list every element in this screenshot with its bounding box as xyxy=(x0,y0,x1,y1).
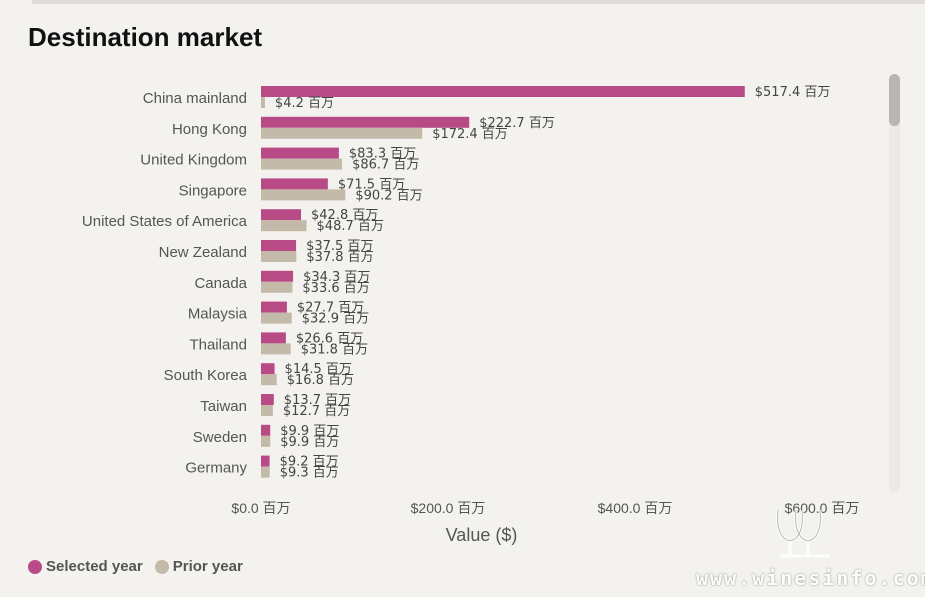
x-axis-title: Value ($) xyxy=(446,525,518,545)
x-tick-label: $0.0 百万 xyxy=(231,500,290,516)
bar-prior-year[interactable] xyxy=(261,97,265,108)
bar-selected-year[interactable] xyxy=(261,363,275,375)
data-label: $172.4 百万 xyxy=(432,127,508,142)
data-label: $33.6 百万 xyxy=(302,281,369,296)
category-label: United States of America xyxy=(82,213,248,230)
bar-selected-year[interactable] xyxy=(261,240,297,251)
data-label: $27.7 百万 xyxy=(297,301,364,316)
category-label: Malaysia xyxy=(188,306,248,323)
bar-selected-year[interactable] xyxy=(261,147,339,159)
data-label: $13.7 百万 xyxy=(284,393,351,408)
bar-selected-year[interactable] xyxy=(261,301,287,313)
data-label: $32.9 百万 xyxy=(302,312,369,327)
bar-prior-year[interactable] xyxy=(261,435,271,447)
bar-prior-year[interactable] xyxy=(261,220,307,232)
bar-selected-year[interactable] xyxy=(261,209,302,221)
data-label: $48.7 百万 xyxy=(317,219,384,234)
data-label: $222.7 百万 xyxy=(479,116,555,131)
data-label: $26.6 百万 xyxy=(296,331,363,346)
bar-prior-year[interactable] xyxy=(261,158,343,170)
data-label: $37.8 百万 xyxy=(306,250,373,265)
category-label: Sweden xyxy=(193,429,247,446)
category-label: Germany xyxy=(185,460,247,477)
data-label: $517.4 百万 xyxy=(755,85,831,100)
data-label: $12.7 百万 xyxy=(283,404,350,419)
x-tick-label: $400.0 百万 xyxy=(598,500,673,516)
category-label: China mainland xyxy=(143,90,247,107)
bar-selected-year[interactable] xyxy=(261,116,470,128)
bar-selected-year[interactable] xyxy=(261,394,274,405)
bar-prior-year[interactable] xyxy=(261,281,293,293)
legend-dot-selected xyxy=(28,559,42,574)
data-label: $4.2 百万 xyxy=(275,96,334,111)
legend-dot-prior xyxy=(154,559,169,574)
wine-glass-logo xyxy=(776,509,830,558)
legend-item-selected[interactable]: Selected year xyxy=(28,558,143,575)
bar-selected-year[interactable] xyxy=(261,332,286,344)
bar-prior-year[interactable] xyxy=(261,405,273,416)
x-tick-label: $200.0 百万 xyxy=(411,500,486,516)
bar-prior-year[interactable] xyxy=(261,312,292,324)
data-label: $9.9 百万 xyxy=(280,424,339,439)
bar-prior-year[interactable] xyxy=(261,251,297,262)
bar-selected-year[interactable] xyxy=(261,178,328,190)
data-label: $71.5 百万 xyxy=(338,177,405,192)
bar-prior-year[interactable] xyxy=(261,466,270,478)
chart-title: Destination market xyxy=(28,22,263,52)
scrollbar-thumb[interactable] xyxy=(889,74,900,126)
category-label: South Korea xyxy=(164,367,248,384)
legend: Selected year Prior year xyxy=(28,558,249,575)
scrollbar-track[interactable] xyxy=(889,74,900,492)
legend-label-selected: Selected year xyxy=(46,558,143,575)
data-label: $16.8 百万 xyxy=(287,373,354,388)
data-label: $9.2 百万 xyxy=(280,455,339,470)
legend-label-prior: Prior year xyxy=(172,558,243,575)
data-label: $31.8 百万 xyxy=(301,342,368,357)
bar-prior-year[interactable] xyxy=(261,374,277,386)
bar-prior-year[interactable] xyxy=(261,127,423,139)
top-divider xyxy=(32,0,925,4)
watermark-text: www.winesinfo.com xyxy=(696,566,925,590)
data-label: $42.8 百万 xyxy=(311,208,378,223)
bar-prior-year[interactable] xyxy=(261,189,346,201)
bar-selected-year[interactable] xyxy=(261,424,271,436)
data-label: $14.5 百万 xyxy=(285,362,352,377)
data-label: $83.3 百万 xyxy=(349,147,416,162)
category-label: Taiwan xyxy=(200,398,247,415)
category-label: Thailand xyxy=(189,336,247,353)
category-label: Singapore xyxy=(179,182,247,199)
category-label: Hong Kong xyxy=(172,121,247,138)
bar-selected-year[interactable] xyxy=(261,270,294,282)
data-label: $37.5 百万 xyxy=(306,239,373,254)
category-label: Canada xyxy=(194,275,247,292)
data-label: $9.9 百万 xyxy=(280,435,339,450)
category-label: New Zealand xyxy=(159,244,247,261)
bar-selected-year[interactable] xyxy=(261,86,745,97)
data-label: $86.7 百万 xyxy=(352,158,419,173)
data-label: $9.3 百万 xyxy=(280,466,339,481)
data-label: $90.2 百万 xyxy=(355,188,422,203)
legend-item-prior[interactable]: Prior year xyxy=(154,558,243,575)
bar-prior-year[interactable] xyxy=(261,343,291,355)
category-label: United Kingdom xyxy=(140,152,247,169)
data-label: $34.3 百万 xyxy=(303,270,370,285)
bar-selected-year[interactable] xyxy=(261,455,270,467)
